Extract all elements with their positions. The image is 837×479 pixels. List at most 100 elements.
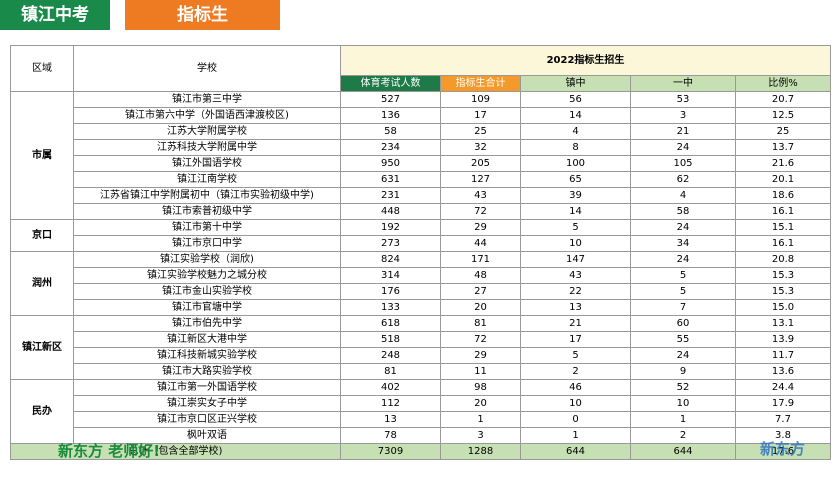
cell: 15.3: [734, 283, 832, 300]
cell: 65: [520, 171, 631, 188]
cell: 29: [440, 347, 521, 364]
cell: 81: [440, 315, 521, 332]
cell: 22: [520, 283, 631, 300]
cell: 1: [440, 411, 521, 428]
school: 镇江市第一外国语学校: [73, 379, 341, 396]
school: 镇江市第六中学（外国语西津渡校区): [73, 107, 341, 124]
row: 镇江新区 镇江市伯先中学 618 81 21 60 13.1: [10, 315, 832, 380]
cell: 5: [520, 347, 631, 364]
school: 镇江新区大港中学: [73, 331, 341, 348]
cell: 44: [440, 235, 521, 252]
cell: 43: [520, 267, 631, 284]
cell: 171: [440, 251, 521, 268]
cell: 14: [520, 107, 631, 124]
cell: 618: [340, 315, 441, 332]
row: 镇江市京口中学 273 44 10 34 16.1: [11, 235, 832, 252]
cell: 21: [520, 315, 631, 332]
cell: 13.9: [734, 331, 832, 348]
cell: 32: [440, 139, 521, 156]
row: 民办 镇江市第一外国语学校 402 98 46 52 24.4: [10, 379, 832, 444]
cell: 1: [520, 427, 631, 444]
cell: 15.3: [734, 267, 832, 284]
cell: 402: [340, 379, 441, 396]
region: 市属: [10, 91, 74, 220]
cell: 62: [630, 171, 736, 188]
cell: 7.7: [734, 411, 832, 428]
school: 江苏科技大学附属中学: [73, 139, 341, 156]
row: 镇江市金山实验学校 176 27 22 5 15.3: [11, 283, 832, 300]
cell: 9: [630, 363, 736, 380]
cell: 20: [440, 395, 521, 412]
row: 镇江实验学校魅力之城分校 314 48 43 5 15.3: [11, 267, 832, 284]
watermark: 新东方: [760, 440, 806, 458]
cell: 24: [630, 251, 736, 268]
total-label: 总计（包含全部学校): [10, 443, 341, 460]
region: 民办: [10, 379, 74, 444]
sub-header: 一中: [630, 75, 736, 92]
cell: 34: [630, 235, 736, 252]
cell: 13.1: [734, 315, 832, 332]
school: 江苏省镇江中学附属初中（镇江市实验初级中学): [73, 187, 341, 204]
cell: 0: [520, 411, 631, 428]
row: 润州 镇江实验学校（润欣) 824 171 147 24 20.8: [10, 251, 832, 316]
cell: 11.7: [734, 347, 832, 364]
total-cell: 17.6: [734, 443, 832, 460]
cell: 24: [630, 347, 736, 364]
cell: 72: [440, 331, 521, 348]
cell: 273: [340, 235, 441, 252]
cell: 1: [630, 411, 736, 428]
cell: 29: [440, 219, 521, 236]
school: 镇江实验学校魅力之城分校: [73, 267, 341, 284]
total-cell: 644: [630, 443, 736, 460]
row: 镇江科技新城实验学校 248 29 5 24 11.7: [11, 347, 832, 364]
cell: 16.1: [734, 235, 832, 252]
watermark: 新东方 老师好!: [58, 442, 161, 460]
total-cell: 7309: [340, 443, 441, 460]
sub-header: 镇中: [520, 75, 631, 92]
cell: 3: [440, 427, 521, 444]
school: 镇江市京口中学: [73, 235, 341, 252]
school: 镇江市索普初级中学: [73, 203, 341, 220]
cell: 248: [340, 347, 441, 364]
cell: 631: [340, 171, 441, 188]
cell: 4: [630, 187, 736, 204]
cell: 14: [520, 203, 631, 220]
region: 京口: [10, 219, 74, 252]
cell: 16.1: [734, 203, 832, 220]
row: 镇江市索普初级中学 448 72 14 58 16.1: [11, 203, 832, 220]
row: 镇江新区大港中学 518 72 17 55 13.9: [11, 331, 832, 348]
school: 镇江市第三中学: [73, 91, 341, 108]
cell: 2: [520, 363, 631, 380]
header-title: 指标生: [125, 0, 280, 30]
cell: 20.8: [734, 251, 832, 268]
cell: 13: [340, 411, 441, 428]
cell: 176: [340, 283, 441, 300]
cell: 133: [340, 299, 441, 316]
cell: 2: [630, 427, 736, 444]
cell: 15.1: [734, 219, 832, 236]
region: 润州: [10, 251, 74, 316]
cell: 55: [630, 331, 736, 348]
row: 镇江市官塘中学 133 20 13 7 15.0: [11, 299, 832, 316]
cell: 518: [340, 331, 441, 348]
school: 镇江市金山实验学校: [73, 283, 341, 300]
cell: 21: [630, 123, 736, 140]
cell: 46: [520, 379, 631, 396]
cell: 81: [340, 363, 441, 380]
cell: 78: [340, 427, 441, 444]
school: 镇江崇实女子中学: [73, 395, 341, 412]
cell: 105: [630, 155, 736, 172]
cell: 231: [340, 187, 441, 204]
cell: 109: [440, 91, 521, 108]
cell: 60: [630, 315, 736, 332]
cell: 17: [520, 331, 631, 348]
school: 镇江江南学校: [73, 171, 341, 188]
cell: 72: [440, 203, 521, 220]
cell: 5: [630, 267, 736, 284]
cell: 25: [440, 123, 521, 140]
region: 镇江新区: [10, 315, 74, 380]
cell: 127: [440, 171, 521, 188]
row: 镇江崇实女子中学 112 20 10 10 17.9: [11, 395, 832, 412]
cell: 13.6: [734, 363, 832, 380]
row: 京口 镇江市第十中学 192 29 5 24 15.1: [10, 219, 832, 252]
